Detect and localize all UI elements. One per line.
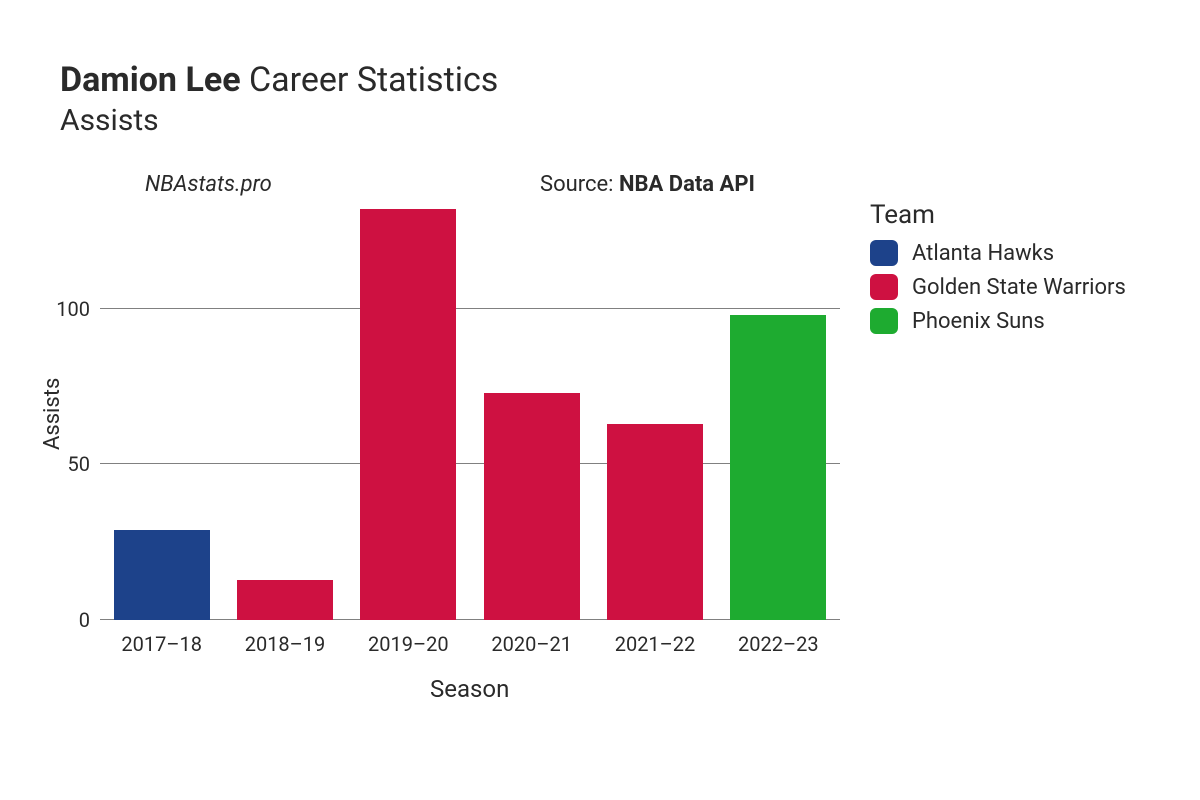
chart-title-block: Damion Lee Career Statistics Assists [60, 60, 498, 138]
y-axis-title: Assists [40, 378, 65, 450]
legend-swatch [870, 240, 898, 266]
chart-title-line1: Damion Lee Career Statistics [60, 60, 498, 101]
legend-label: Phoenix Suns [912, 309, 1045, 334]
x-tick-label: 2018–19 [245, 632, 326, 656]
title-suffix: Career Statistics [241, 60, 499, 100]
x-tick-label: 2017–18 [121, 632, 202, 656]
legend-item: Atlanta Hawks [870, 240, 1126, 266]
bar [237, 580, 333, 620]
plot-area: 0501002017–182018–192019–202020–212021–2… [100, 200, 840, 620]
source-prefix: Source: [540, 172, 619, 197]
legend-label: Atlanta Hawks [912, 241, 1054, 266]
y-tick-label: 100 [56, 297, 90, 321]
x-tick-label: 2022–23 [738, 632, 819, 656]
gridline [100, 463, 840, 464]
x-tick-label: 2019–20 [368, 632, 449, 656]
legend-item: Phoenix Suns [870, 308, 1126, 334]
legend: Team Atlanta Hawks Golden State Warriors P… [870, 200, 1126, 342]
source-line: Source: NBA Data API [540, 172, 755, 197]
legend-swatch [870, 274, 898, 300]
x-tick-label: 2021–22 [615, 632, 696, 656]
bar [607, 424, 703, 620]
chart-container: Damion Lee Career Statistics Assists NBA… [0, 0, 1200, 800]
chart-subtitle: Assists [60, 103, 498, 138]
x-tick-label: 2020–21 [491, 632, 572, 656]
y-tick-label: 0 [79, 608, 90, 632]
bar [114, 530, 210, 620]
legend-label: Golden State Warriors [912, 275, 1126, 300]
player-name: Damion Lee [60, 60, 241, 100]
x-axis-baseline [100, 619, 840, 620]
bar [730, 315, 826, 620]
source-name: NBA Data API [619, 172, 755, 197]
x-axis-title: Season [430, 675, 509, 703]
legend-title: Team [870, 200, 1126, 230]
bar [484, 393, 580, 620]
watermark-text: NBAstats.pro [145, 172, 272, 197]
bar [360, 209, 456, 620]
y-tick-label: 50 [68, 452, 90, 476]
gridline [100, 308, 840, 309]
legend-swatch [870, 308, 898, 334]
legend-item: Golden State Warriors [870, 274, 1126, 300]
